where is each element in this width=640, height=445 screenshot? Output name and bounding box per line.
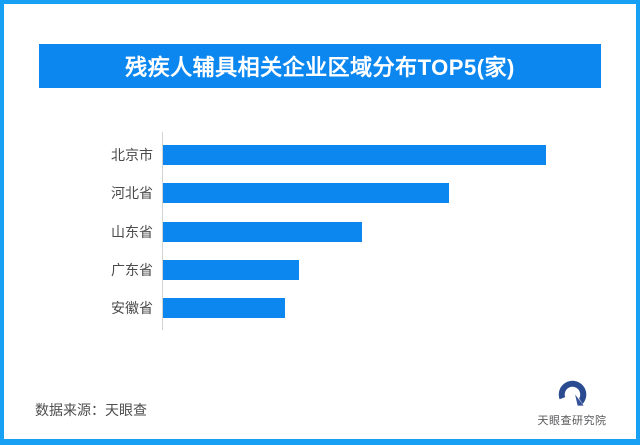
bar-2 <box>163 183 449 203</box>
category-label-2: 河北省 <box>111 185 153 201</box>
bar-5 <box>163 298 285 318</box>
data-source-label: 数据来源：天眼查 <box>35 402 147 418</box>
chart-title: 残疾人辅具相关企业区域分布TOP5(家) <box>125 55 515 80</box>
chart-title-banner: 残疾人辅具相关企业区域分布TOP5(家) <box>39 44 601 88</box>
category-label-1: 北京市 <box>111 147 153 163</box>
category-label-4: 广东省 <box>111 262 153 278</box>
bar-1 <box>163 145 546 165</box>
brand-name-label: 天眼查研究院 <box>537 415 607 427</box>
bar-3 <box>163 222 362 242</box>
brand-block: 天眼查研究院 <box>531 379 613 428</box>
tianyancha-logo-icon <box>558 380 586 407</box>
y-axis-line <box>162 132 163 330</box>
bar-4 <box>163 260 299 280</box>
category-label-5: 安徽省 <box>111 300 153 316</box>
category-label-3: 山东省 <box>111 224 153 240</box>
